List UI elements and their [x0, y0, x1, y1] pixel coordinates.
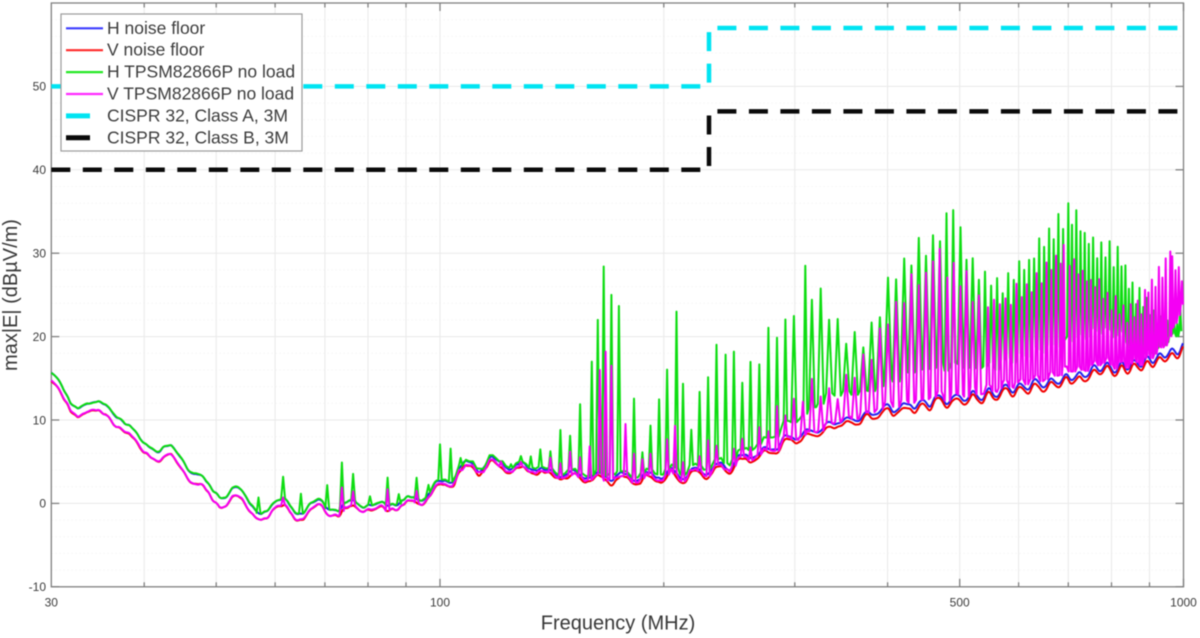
svg-text:V noise floor: V noise floor [107, 40, 204, 60]
svg-text:CISPR 32, Class B, 3M: CISPR 32, Class B, 3M [107, 127, 289, 147]
svg-text:CISPR 32, Class A, 3M: CISPR 32, Class A, 3M [107, 105, 288, 125]
svg-text:1000: 1000 [1170, 596, 1197, 610]
svg-text:50: 50 [33, 80, 47, 94]
svg-text:30: 30 [33, 247, 47, 261]
svg-text:max|E| (dBµV/m): max|E| (dBµV/m) [0, 219, 22, 371]
svg-text:20: 20 [33, 330, 47, 344]
svg-text:Frequency (MHz): Frequency (MHz) [541, 613, 695, 635]
svg-text:100: 100 [430, 596, 450, 610]
svg-text:10: 10 [33, 413, 47, 427]
svg-text:500: 500 [950, 596, 970, 610]
svg-text:H TPSM82866P no load: H TPSM82866P no load [107, 62, 295, 82]
svg-text:-10: -10 [29, 580, 47, 594]
svg-text:30: 30 [45, 596, 59, 610]
svg-text:0: 0 [39, 497, 46, 511]
svg-text:40: 40 [33, 163, 47, 177]
svg-text:V TPSM82866P no load: V TPSM82866P no load [107, 84, 294, 104]
svg-text:H noise floor: H noise floor [107, 18, 205, 38]
